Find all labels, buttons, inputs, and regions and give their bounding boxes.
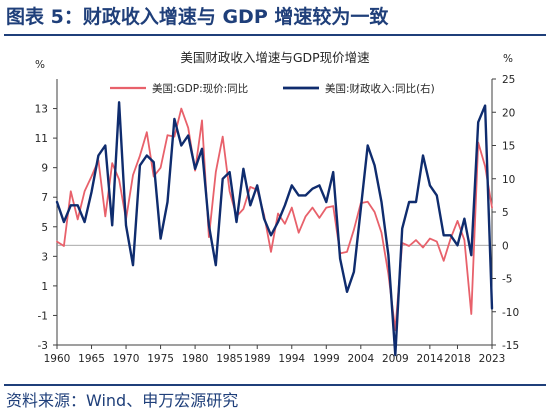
right-tick-label: 10 — [502, 174, 515, 186]
right-tick-label: -10 — [502, 307, 519, 319]
left-tick-label: 9 — [41, 163, 48, 175]
source-rule — [4, 384, 546, 386]
legend-gdp-label: 美国:GDP:现价:同比 — [152, 82, 248, 95]
right-tick-label: 25 — [502, 74, 515, 86]
right-tick-label: 15 — [502, 141, 515, 153]
right-tick-label: -5 — [502, 274, 512, 286]
x-tick-label: 1985 — [216, 353, 243, 365]
series-lines — [55, 101, 494, 357]
left-tick-label: 13 — [35, 104, 48, 116]
left-tick-label: -3 — [38, 340, 48, 352]
left-tick-label: 3 — [41, 251, 48, 263]
x-tick-label: 1975 — [147, 353, 174, 365]
x-tick-label: 2023 — [479, 353, 506, 365]
revenue-growth-line — [55, 101, 494, 357]
figure-title: 图表 5：财政收入增速与 GDP 增速较为一致 — [6, 6, 389, 28]
x-tick-label: 1980 — [182, 353, 209, 365]
left-tick-label: 11 — [35, 133, 48, 145]
right-axis-unit: % — [503, 53, 513, 65]
title-rule — [4, 34, 546, 36]
x-tick-label: 1965 — [78, 353, 105, 365]
x-tick-label: 1994 — [278, 353, 305, 365]
right-tick-label: 20 — [502, 107, 515, 119]
gdp-growth-line — [56, 107, 493, 332]
left-tick-label: 5 — [41, 222, 48, 234]
chart-title: 美国财政收入增速与GDP现价增速 — [180, 50, 370, 65]
x-tick-label: 2018 — [444, 353, 471, 365]
right-tick-label: 0 — [502, 240, 509, 252]
x-tick-label: 2009 — [382, 353, 409, 365]
x-tick-label: 2014 — [416, 353, 443, 365]
legend: 美国:GDP:现价:同比 美国:财政收入:同比(右) — [110, 82, 435, 95]
x-tick-label: 1960 — [44, 353, 71, 365]
x-tick-label: 1970 — [113, 353, 140, 365]
left-axis-unit: % — [35, 59, 45, 71]
source-note: 资料来源：Wind、申万宏源研究 — [6, 391, 239, 410]
left-tick-label: 7 — [41, 192, 48, 204]
legend-revenue-label: 美国:财政收入:同比(右) — [325, 82, 435, 95]
x-tick-label: 1989 — [244, 353, 271, 365]
left-tick-label: 1 — [41, 281, 48, 293]
right-tick-label: -15 — [502, 340, 519, 352]
left-tick-label: -1 — [38, 310, 48, 322]
right-tick-label: 5 — [502, 207, 509, 219]
x-tick-label: 1999 — [313, 353, 340, 365]
x-tick-label: 2004 — [347, 353, 374, 365]
